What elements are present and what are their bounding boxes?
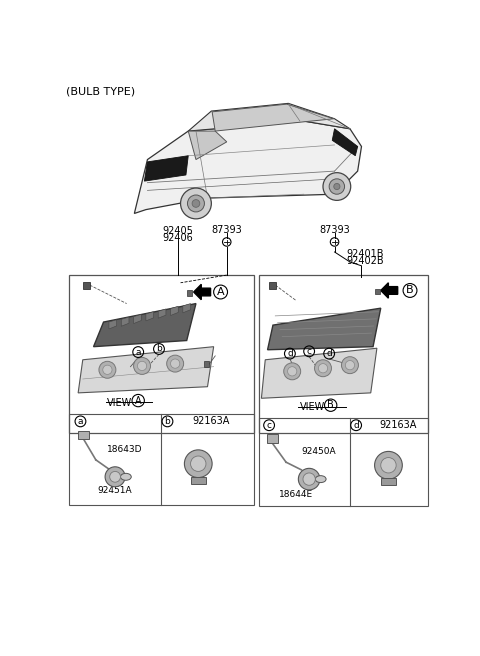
Circle shape — [334, 184, 340, 190]
Polygon shape — [267, 308, 381, 350]
Circle shape — [191, 456, 206, 472]
Text: b: b — [165, 417, 170, 426]
Text: d: d — [353, 420, 359, 430]
Bar — [204, 361, 209, 367]
Circle shape — [314, 359, 332, 377]
Polygon shape — [121, 317, 129, 326]
Circle shape — [137, 361, 147, 371]
Text: a: a — [135, 348, 141, 357]
Circle shape — [180, 188, 211, 219]
Text: 92451A: 92451A — [98, 486, 132, 495]
Text: A: A — [217, 287, 225, 297]
Text: 87393: 87393 — [319, 224, 350, 235]
Bar — [187, 291, 192, 296]
Bar — [374, 289, 380, 295]
Polygon shape — [158, 309, 166, 318]
Circle shape — [133, 358, 151, 375]
Polygon shape — [212, 104, 334, 131]
Bar — [69, 414, 254, 504]
Text: A: A — [135, 396, 142, 405]
Text: 92450A: 92450A — [302, 447, 336, 456]
Polygon shape — [381, 283, 398, 298]
Bar — [267, 434, 277, 443]
Text: d: d — [287, 349, 293, 358]
Text: 92401B: 92401B — [347, 249, 384, 259]
Text: 87393: 87393 — [211, 224, 242, 235]
Polygon shape — [193, 284, 211, 300]
Circle shape — [110, 472, 120, 482]
Circle shape — [284, 363, 300, 380]
Text: VIEW: VIEW — [108, 398, 132, 407]
Text: 92402B: 92402B — [347, 256, 384, 266]
Text: 92405: 92405 — [163, 226, 193, 236]
Text: 92163A: 92163A — [192, 417, 230, 426]
Bar — [83, 282, 90, 289]
Text: c: c — [266, 420, 272, 430]
Polygon shape — [94, 304, 196, 346]
Polygon shape — [133, 314, 141, 323]
Polygon shape — [170, 306, 178, 316]
Circle shape — [188, 195, 204, 212]
Text: B: B — [406, 285, 414, 295]
Bar — [191, 477, 206, 483]
Circle shape — [170, 359, 180, 368]
Polygon shape — [78, 346, 214, 393]
Text: d: d — [326, 349, 332, 358]
Text: VIEW: VIEW — [300, 402, 325, 412]
Polygon shape — [183, 304, 191, 313]
Circle shape — [374, 451, 402, 479]
Polygon shape — [262, 348, 377, 398]
Text: 18643D: 18643D — [107, 445, 142, 455]
Text: c: c — [307, 347, 312, 356]
Polygon shape — [146, 312, 154, 321]
Bar — [78, 430, 89, 439]
Ellipse shape — [315, 476, 326, 483]
Polygon shape — [144, 155, 188, 181]
Bar — [269, 282, 276, 289]
Polygon shape — [134, 121, 361, 213]
Text: 18644E: 18644E — [279, 490, 313, 499]
Polygon shape — [188, 131, 227, 159]
Circle shape — [323, 173, 351, 200]
Circle shape — [192, 199, 200, 207]
Text: b: b — [156, 344, 162, 354]
Circle shape — [345, 361, 355, 370]
Circle shape — [105, 467, 125, 487]
Text: 92406: 92406 — [163, 233, 193, 243]
Circle shape — [99, 361, 116, 379]
Circle shape — [303, 473, 315, 485]
Circle shape — [341, 357, 359, 374]
Circle shape — [381, 458, 396, 473]
Circle shape — [103, 365, 112, 375]
Text: (BULB TYPE): (BULB TYPE) — [66, 87, 135, 96]
Bar — [69, 275, 254, 433]
Polygon shape — [332, 129, 358, 155]
Circle shape — [329, 179, 345, 194]
Circle shape — [167, 355, 184, 372]
Bar — [381, 478, 396, 485]
Bar — [259, 417, 429, 506]
Polygon shape — [188, 104, 350, 131]
Text: B: B — [327, 400, 334, 410]
Ellipse shape — [120, 474, 131, 480]
Circle shape — [184, 450, 212, 478]
Circle shape — [288, 367, 297, 376]
Bar — [259, 275, 429, 433]
Text: 92163A: 92163A — [379, 420, 416, 430]
Polygon shape — [109, 319, 117, 329]
Circle shape — [299, 468, 320, 490]
Text: a: a — [78, 417, 83, 426]
Circle shape — [318, 363, 328, 373]
